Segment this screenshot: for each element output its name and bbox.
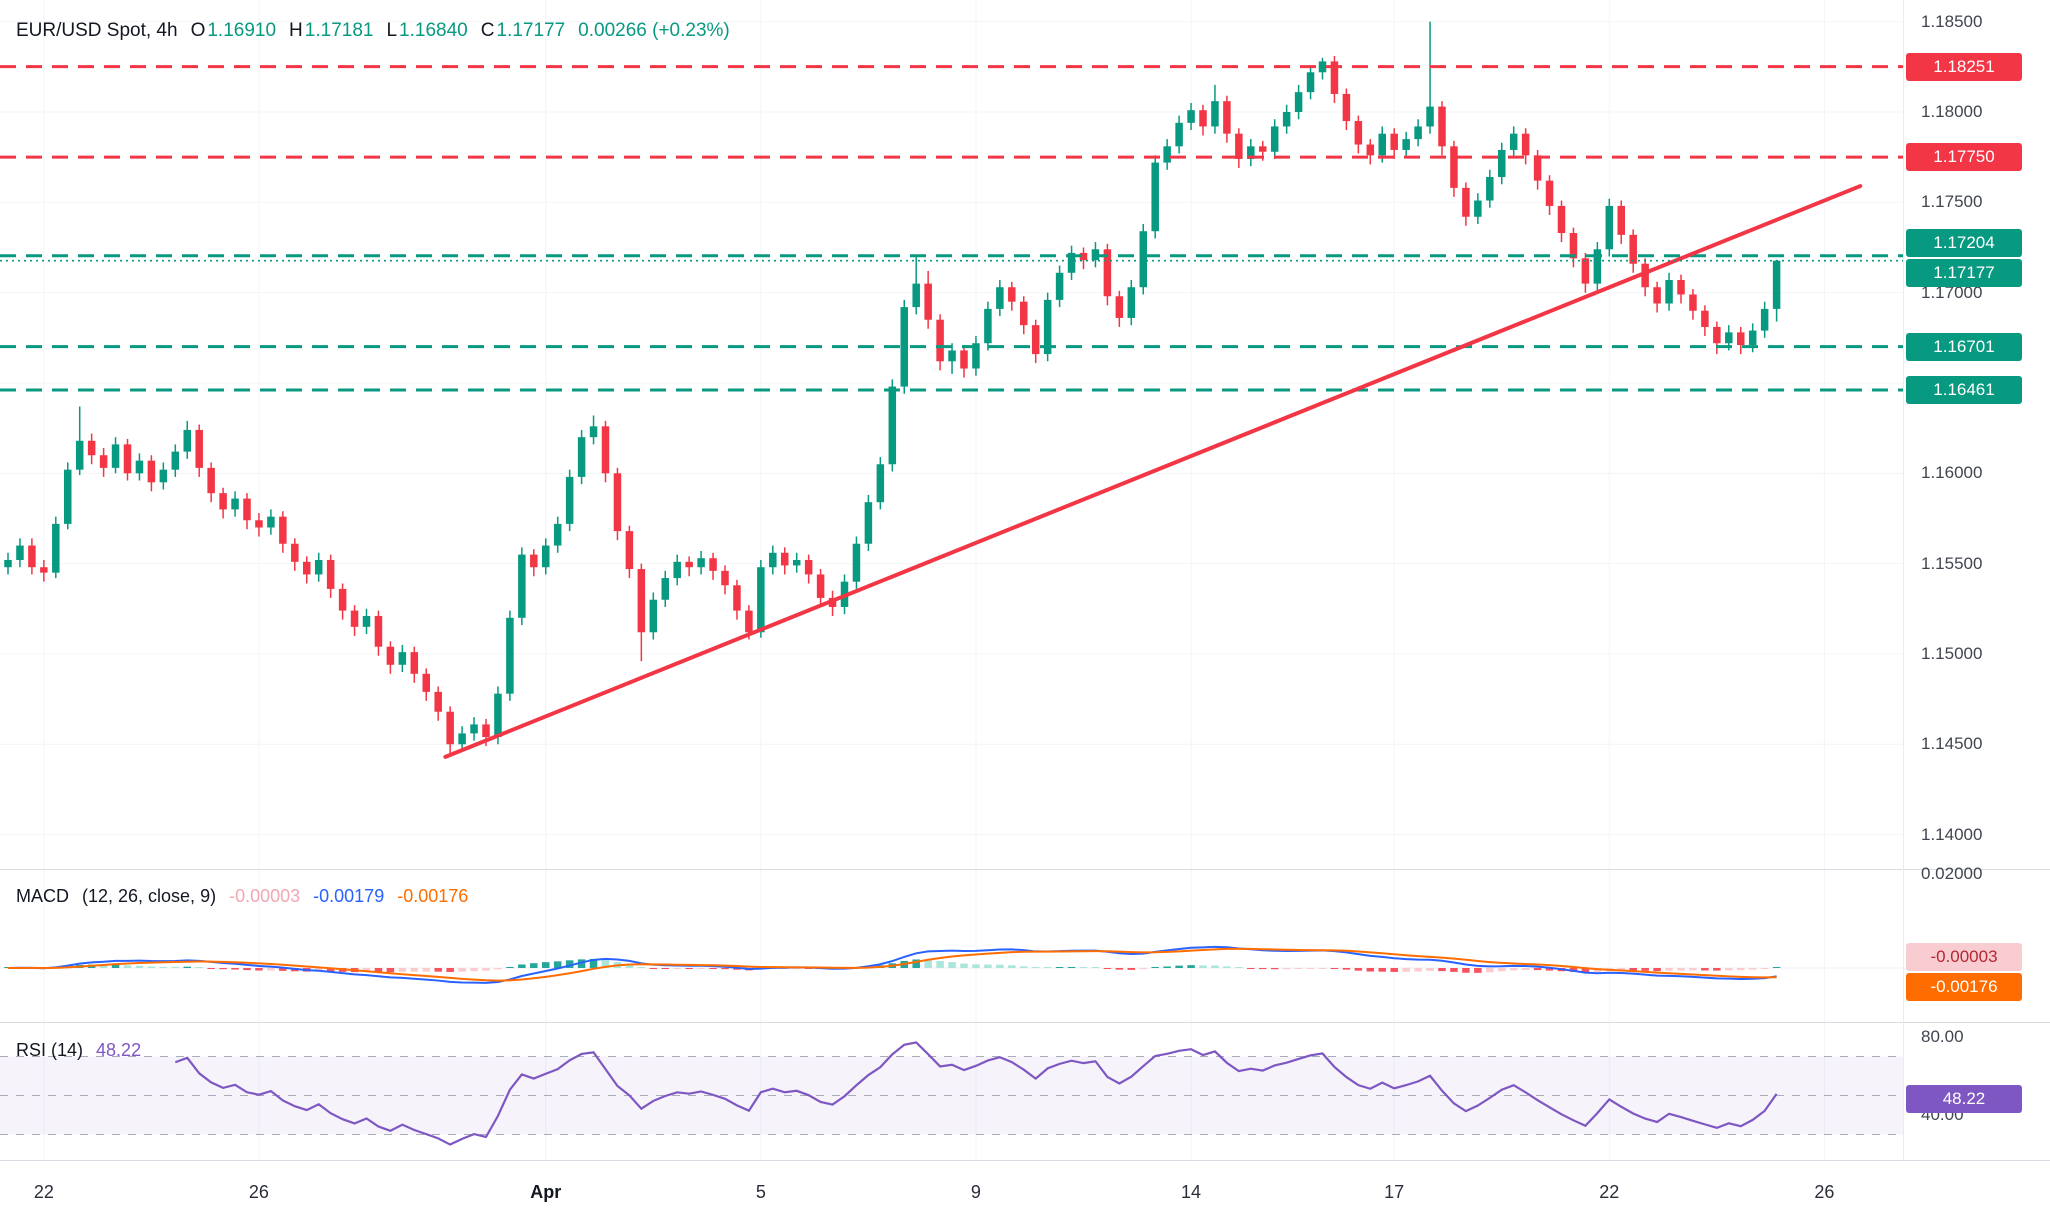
price-axis-label: 1.17000 (1921, 282, 1983, 302)
level-badge: 1.16461 (1906, 376, 2022, 404)
macd-badge: -0.00003 (1906, 943, 2022, 972)
rsi-title: RSI (14) (16, 1040, 84, 1060)
price-axis-label: 1.17500 (1921, 192, 1983, 212)
low-label: L (386, 20, 398, 41)
price-axis-label: 1.18500 (1921, 11, 1983, 31)
rsi-badge: 48.22 (1906, 1084, 2022, 1113)
time-axis[interactable] (0, 1160, 2050, 1218)
level-badge: 1.17204 (1906, 229, 2022, 258)
macd-axis-label: 0.02000 (1921, 864, 1983, 883)
current-price-badge: 1.17177 (1906, 259, 2022, 288)
time-axis-label: 26 (1814, 1182, 1835, 1202)
macd-legend: MACD (12, 26, close, 9) -0.00003 -0.0017… (16, 886, 468, 907)
ohlc-close: C 1.17177 (481, 20, 565, 42)
price-axis-label: 1.14000 (1921, 824, 1983, 844)
ohlc-open: O 1.16910 (191, 20, 276, 42)
high-label: H (289, 20, 303, 41)
macd-hist-value: -0.00003 (229, 886, 301, 906)
rsi-value: 48.22 (96, 1040, 142, 1060)
price-axis-label: 1.15500 (1921, 553, 1983, 573)
macd-signal-value: -0.00176 (397, 886, 469, 906)
level-badge: 1.18251 (1906, 52, 2022, 81)
price-axis-label: 1.15000 (1921, 643, 1983, 663)
time-axis-label: 14 (1181, 1182, 1202, 1202)
macd-line-value: -0.00179 (313, 886, 385, 906)
high-value: 1.17181 (304, 20, 374, 41)
level-badge: 1.16701 (1906, 332, 2022, 361)
time-axis-label: 9 (970, 1182, 981, 1202)
change-value: 0.00266 (+0.23%) (578, 20, 730, 41)
open-label: O (190, 20, 206, 41)
macd-pane-divider[interactable] (0, 867, 2050, 873)
time-axis-label: 22 (1599, 1182, 1620, 1202)
open-value: 1.16910 (207, 20, 277, 41)
ohlc-low: L 1.16840 (386, 20, 467, 42)
rsi-axis-label: 80.00 (1921, 1027, 1964, 1046)
price-axis-label: 1.14500 (1921, 734, 1983, 754)
ohlc-high: H 1.17181 (289, 20, 373, 42)
low-value: 1.16840 (399, 20, 468, 41)
close-value: 1.17177 (496, 20, 566, 41)
time-axis-label: Apr (530, 1182, 562, 1202)
close-label: C (480, 20, 495, 41)
rsi-legend: RSI (14) 48.22 (16, 1040, 141, 1061)
macd-params: (12, 26, close, 9) (82, 886, 217, 906)
price-axis-label: 1.16000 (1921, 463, 1983, 483)
level-badge: 1.17750 (1906, 143, 2022, 172)
time-axis-label: 5 (755, 1182, 766, 1202)
macd-badge: -0.00176 (1906, 973, 2022, 1002)
time-axis-label: 26 (248, 1182, 269, 1202)
price-pane-legend: EUR/USD Spot, 4h O 1.16910 H 1.17181 L 1… (16, 20, 730, 42)
time-axis-label: 17 (1384, 1182, 1405, 1202)
macd-title: MACD (16, 886, 69, 906)
rsi-pane-divider[interactable] (0, 1020, 2050, 1026)
price-axis-label: 1.18000 (1921, 102, 1983, 121)
symbol-title: EUR/USD Spot, 4h (16, 20, 178, 41)
time-axis-label: 22 (33, 1182, 54, 1202)
